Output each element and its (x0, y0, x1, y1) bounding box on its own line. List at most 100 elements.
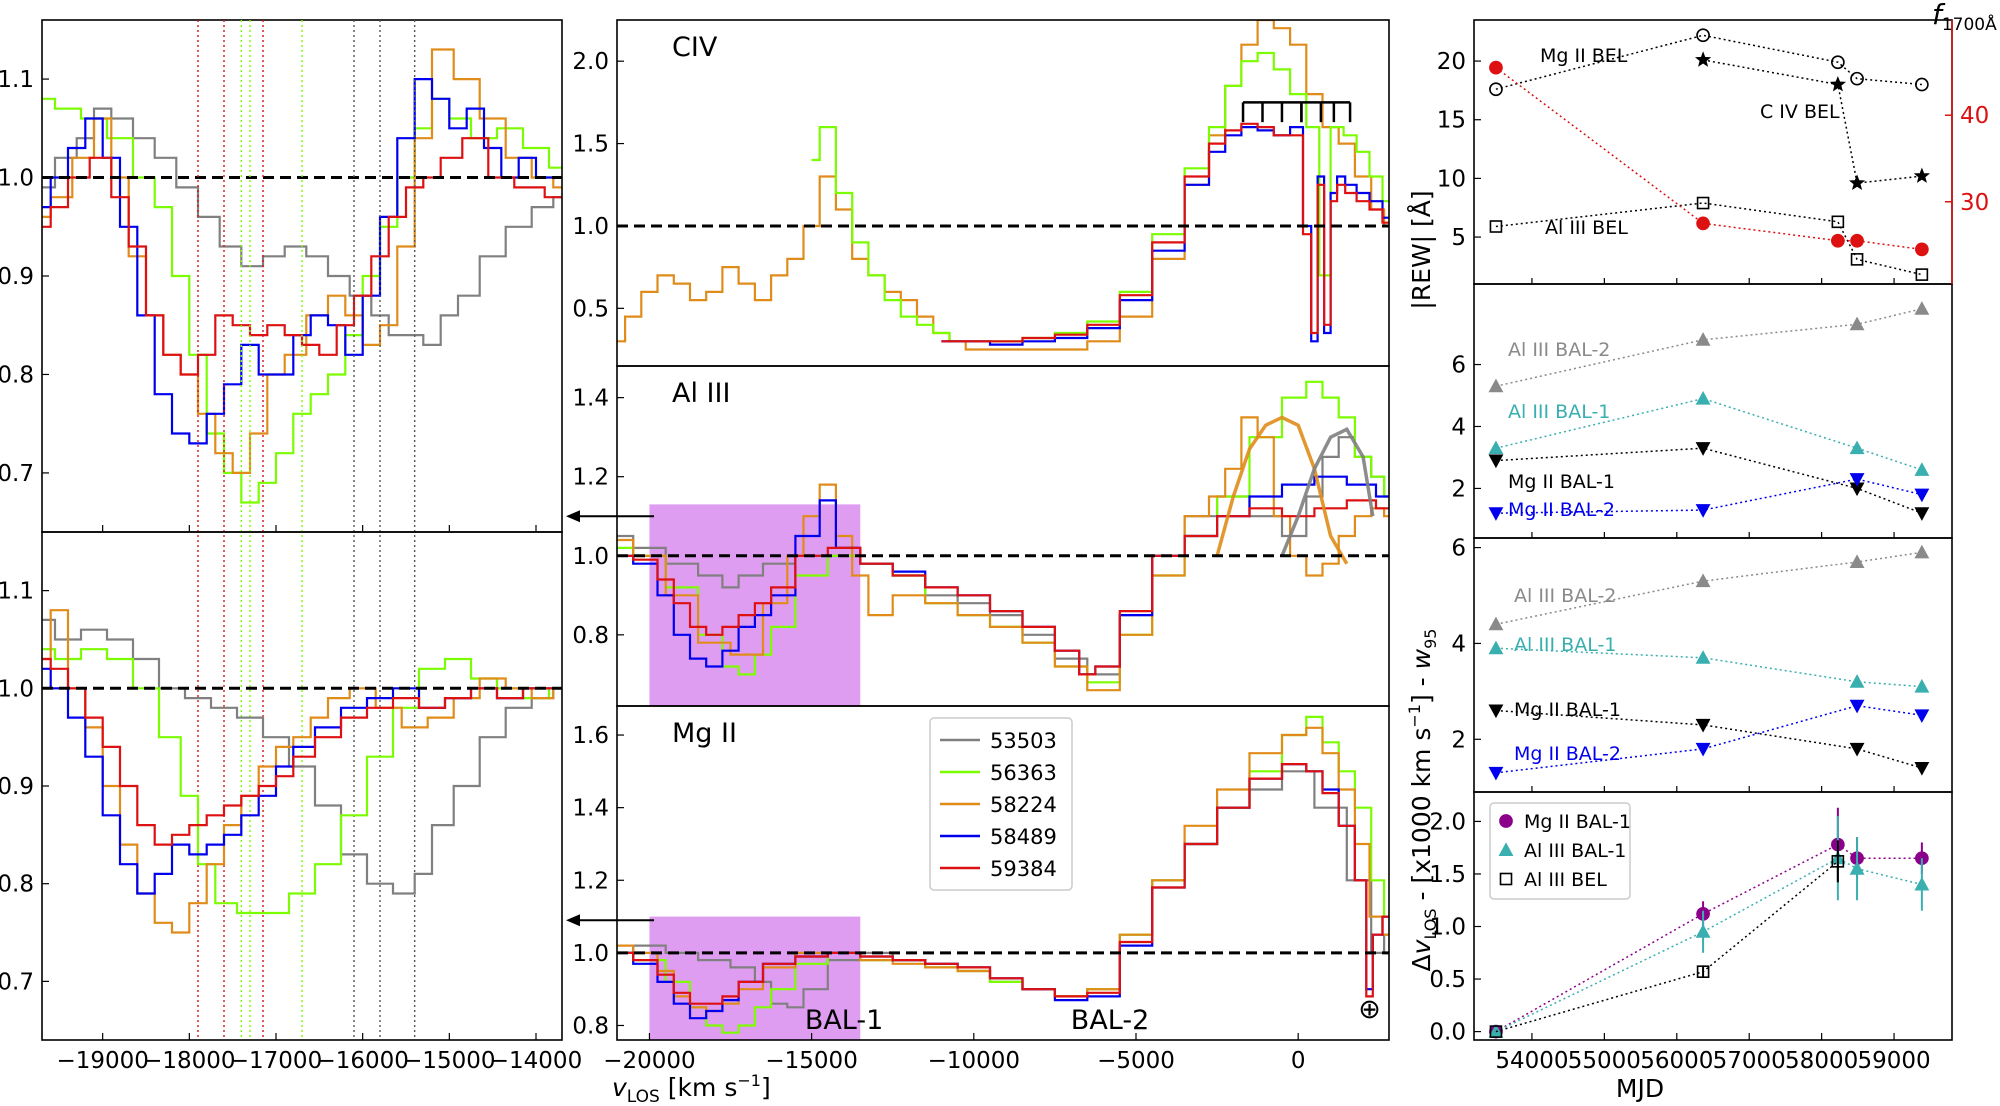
data-point-al-iii-bal-1 (1849, 440, 1865, 455)
series-line-mg-ii-bal-1 (1495, 843, 1922, 1033)
y-tick-label: 4 (1451, 631, 1466, 657)
y-tick-label: 2 (1451, 727, 1466, 753)
y-tick-label: 10 (1437, 166, 1466, 192)
spectrum-59384 (42, 137, 562, 376)
panel-dv-w95-plot-area (1488, 544, 1930, 781)
x-axis-label-mjd: MJD (1616, 1074, 1664, 1103)
data-point-mg-ii-bal-2 (1914, 488, 1930, 503)
data-point-mg-ii-bal-2 (1488, 766, 1504, 781)
data-point-mg-ii-bal-2 (1849, 473, 1865, 487)
panel-zoom-lower-plot-area (42, 609, 562, 934)
y-tick-label: 1.0 (572, 941, 609, 967)
annotation-al-iii-bal-1: Al III BAL-1 (1508, 401, 1610, 423)
y-tick-label: 5 (1451, 225, 1466, 251)
data-point-al-iii-bal-1 (1849, 861, 1865, 875)
y-tick-label: 6 (1451, 353, 1466, 379)
right-y-tick-label: 30 (1960, 190, 1989, 216)
legend-marker-mg-ii-bal-1 (1499, 814, 1513, 828)
legend-label-58489: 58489 (990, 825, 1057, 849)
y-tick-label: 0.7 (0, 969, 34, 995)
panel-title-mgii: Mg II (672, 718, 737, 749)
zoom-arrow-head (566, 914, 580, 927)
panel-zoom-lower: 0.70.80.91.01.1−19000−18000−17000−16000−… (0, 531, 582, 1074)
panel-border (1473, 791, 1953, 1041)
x-tick-label: −15000 (765, 1048, 857, 1074)
x-tick-label: −10000 (928, 1048, 1020, 1074)
panel-rew: 5 10 15 20 (1437, 19, 1953, 285)
spectrum-53503 (42, 618, 562, 895)
legend-label-56363: 56363 (990, 761, 1057, 785)
x-tick-label: 55000 (1568, 1048, 1641, 1074)
data-point-al-iii-bal-1 (1914, 462, 1930, 476)
data-point-c-iv-bel (1829, 76, 1847, 92)
right-axis-label-f1700: f1700Å (1932, 0, 1997, 35)
panel-dv-w95: 2 4 6 (1451, 536, 1953, 793)
y-tick-label: 1.4 (572, 386, 609, 412)
x-tick-label: −16000 (316, 1048, 408, 1074)
data-point-al-iii-bal-1 (1914, 678, 1930, 693)
y-tick-label: 0.9 (0, 774, 34, 800)
y-tick-label: 0.9 (0, 264, 34, 290)
spectrum-53503 (42, 107, 562, 346)
x-tick-label: −19000 (56, 1048, 148, 1074)
spectrum-58224 (617, 416, 1389, 692)
spectrum-59384 (42, 657, 562, 846)
annotation-mg-ii-bal-2: Mg II BAL-2 (1514, 743, 1621, 765)
right-y-tick-label: 40 (1960, 103, 1989, 129)
y-tick-label: 1.1 (0, 579, 34, 605)
panel-border (616, 705, 1390, 1041)
data-point-f1700 (1831, 233, 1845, 248)
annotation-mg-ii-bel: Mg II BEL (1540, 45, 1628, 67)
annotation-al-iii-bal-2: Al III BAL-2 (1514, 585, 1616, 607)
x-tick-label: 54000 (1495, 1048, 1568, 1074)
legend-marker-al-iii-bel (1499, 872, 1513, 886)
y-tick-label: 0.5 (1429, 967, 1466, 993)
y-tick-label: 4 (1451, 414, 1466, 440)
data-point-al-iii-bal-1 (1695, 390, 1711, 405)
annotation-al-iii-bal-2: Al III BAL-2 (1508, 339, 1610, 361)
y-tick-label: 0.5 (572, 296, 609, 322)
y-tick-label: 0.8 (572, 1013, 609, 1039)
series-line-c-iv-bel (1702, 59, 1922, 184)
spectrum-59384 (617, 763, 1389, 1005)
data-point-al-iii-bel (1850, 253, 1864, 266)
panel-mgii-plot-area (617, 715, 1389, 1040)
y-tick-label: 15 (1437, 108, 1466, 134)
y-tick-label: 1.0 (1429, 915, 1466, 941)
data-point-al-iii-bel (1696, 965, 1710, 978)
data-point-mg-ii-bal-2 (1695, 504, 1711, 518)
legend-label-58224: 58224 (990, 793, 1057, 817)
y-tick-label: 0.7 (0, 461, 34, 487)
annotation-c-iv-bel: C IV BEL (1760, 101, 1840, 123)
y-tick-label: 1.0 (0, 676, 34, 702)
annotation-mg-ii-bal-1: Mg II BAL-1 (1508, 471, 1615, 493)
data-point-mg-ii-bal-1 (1695, 442, 1711, 456)
data-point-mg-ii-bel (1831, 55, 1845, 70)
x-tick-label: −5000 (1097, 1048, 1175, 1074)
spectrum-59384 (617, 499, 1389, 676)
panel-civ: 0.5 1.0 1.5 2.0 (572, 19, 1390, 367)
telluric-earth-icon: ⊕ (1358, 994, 1381, 1025)
data-point-al-iii-bal-2 (1914, 544, 1930, 559)
data-point-al-iii-bal-2 (1695, 573, 1711, 588)
data-point-f1700 (1696, 216, 1710, 231)
x-tick-label: −18000 (143, 1048, 235, 1074)
series-line-mg-ii-bal-2 (1495, 704, 1923, 774)
y-tick-label: 2 (1451, 476, 1466, 502)
x-tick-label: 57000 (1713, 1048, 1786, 1074)
annotation-mg-ii-bal-1: Mg II BAL-1 (1514, 699, 1621, 721)
data-point-mg-ii-bal-1 (1914, 507, 1930, 521)
legend-label-mg-ii-bal-1: Mg II BAL-1 (1524, 811, 1631, 833)
legend-label-59384: 59384 (990, 857, 1057, 881)
data-point-mg-ii-bel (1489, 82, 1503, 97)
y-tick-label: 1.5 (572, 132, 609, 158)
fit-curve-53503 (1280, 427, 1375, 557)
y-tick-label: 20 (1437, 49, 1466, 75)
x-tick-label: −20000 (603, 1048, 695, 1074)
annotation-al-iii-bal-1: Al III BAL-1 (1514, 634, 1616, 656)
bal-2-label: BAL-2 (1071, 1005, 1149, 1036)
data-point-mg-ii-bal-2 (1914, 709, 1930, 723)
panel-aliii: 0.8 1.0 1.2 1.4 (572, 365, 1390, 707)
legend-label-al-iii-bel: Al III BEL (1524, 869, 1607, 891)
y-tick-label: 6 (1451, 536, 1466, 562)
